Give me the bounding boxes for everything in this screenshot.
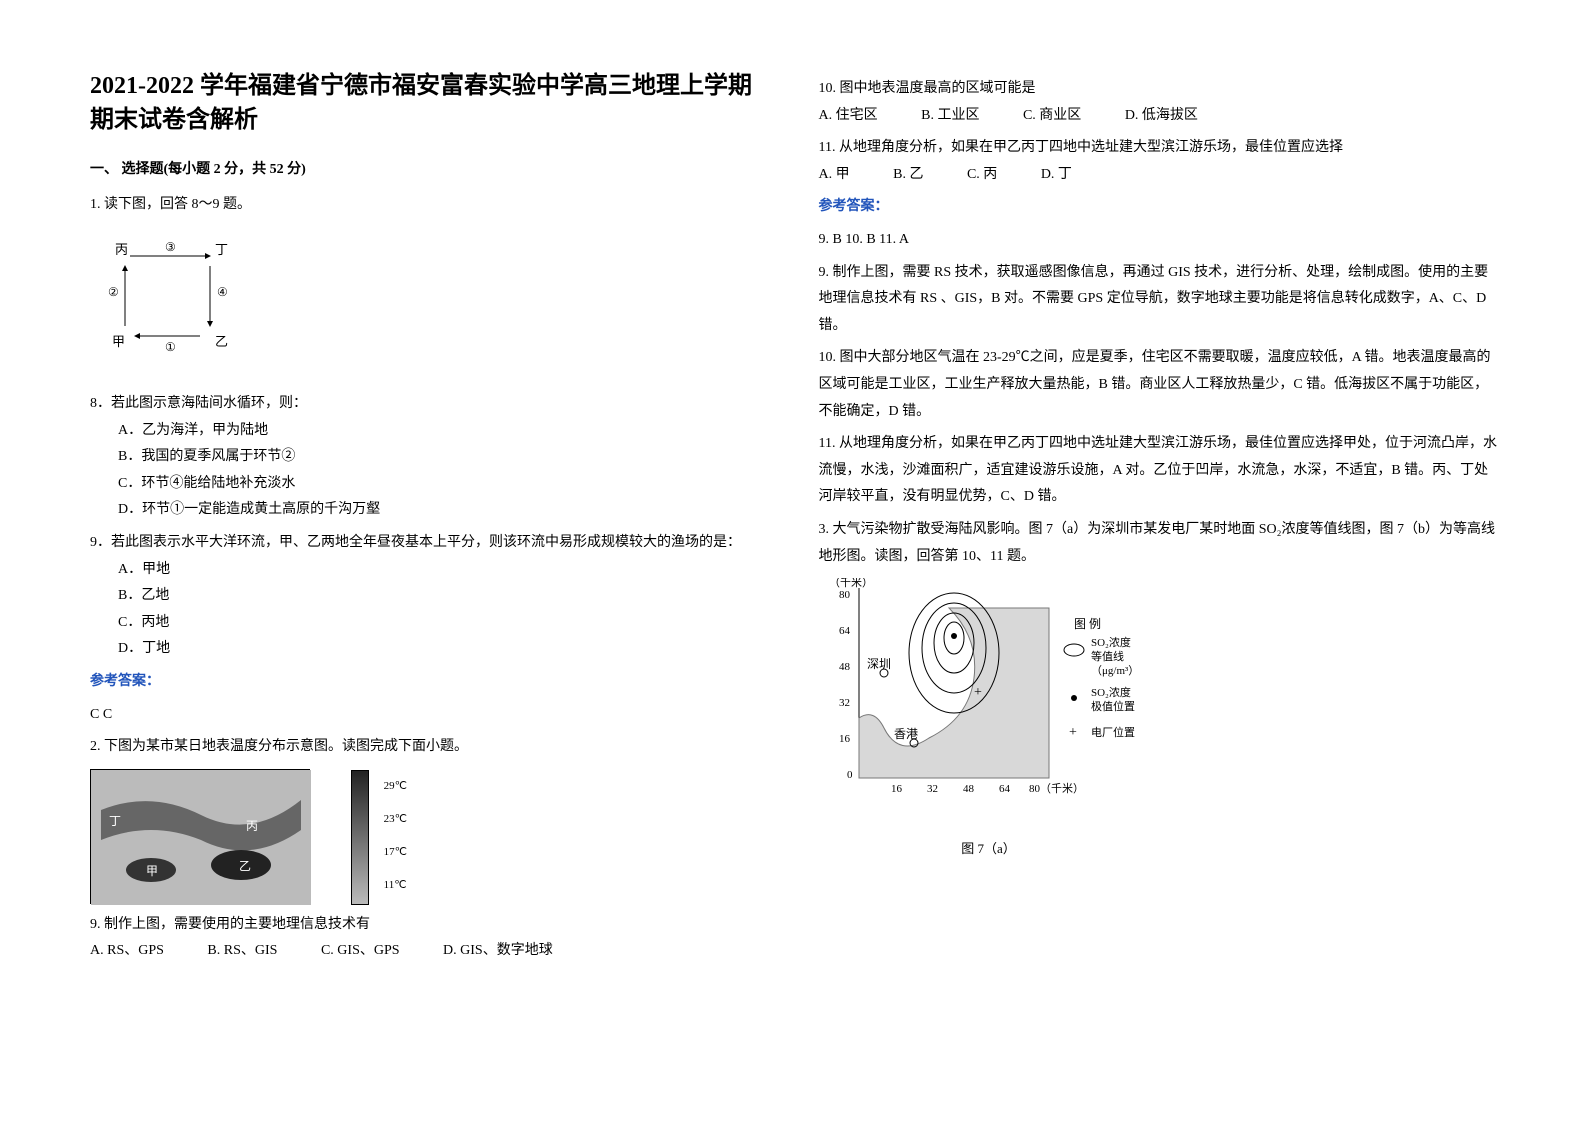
label-jia: 甲 — [112, 334, 125, 349]
q2-10-a: A. 住宅区 — [819, 103, 878, 130]
svg-text:80: 80 — [839, 589, 851, 601]
arrow-3: ③ — [165, 240, 176, 254]
q2-10-stem: 10. 图中地表温度最高的区域可能是 — [819, 76, 1498, 103]
exam-title: 2021-2022 学年福建省宁德市福安富春实验中学高三地理上学期期末试卷含解析 — [90, 70, 769, 137]
svg-text:等值线: 等值线 — [1091, 649, 1124, 663]
q2-11-b: B. 乙 — [893, 162, 923, 189]
svg-text:SO₂浓度: SO₂浓度 — [1091, 685, 1131, 699]
q2-9-d: D. GIS、数字地球 — [443, 938, 553, 965]
q1-intro: 1. 读下图，回答 8～9 题。 — [90, 192, 769, 219]
temp-legend-labels: 29℃ 23℃ 17℃ 11℃ — [384, 770, 407, 902]
svg-text:16: 16 — [839, 733, 851, 745]
svg-text:32: 32 — [927, 783, 938, 795]
q8-opt-d: D．环节①一定能造成黄土高原的千沟万壑 — [90, 497, 769, 524]
explain-9: 9. 制作上图，需要 RS 技术，获取遥感图像信息，再通过 GIS 技术，进行分… — [819, 260, 1498, 340]
label-yi: 乙 — [215, 334, 228, 349]
svg-text:丙: 丙 — [246, 819, 258, 833]
q2-10-options: A. 住宅区 B. 工业区 C. 商业区 D. 低海拔区 — [819, 103, 1498, 130]
q9-opt-b: B．乙地 — [90, 583, 769, 610]
q2-intro: 2. 下图为某市某日地表温度分布示意图。读图完成下面小题。 — [90, 734, 769, 761]
q2-9-c: C. GIS、GPS — [321, 938, 400, 965]
svg-text:（千米）: （千米） — [829, 578, 873, 589]
svg-text:丁: 丁 — [109, 814, 121, 828]
explain-11: 11. 从地理角度分析，如果在甲乙丙丁四地中选址建大型滨江游乐场，最佳位置应选择… — [819, 431, 1498, 511]
svg-text:64: 64 — [999, 783, 1011, 795]
svg-text:+: + — [1069, 725, 1077, 740]
so2-caption: 图 7（a） — [819, 837, 1159, 862]
svg-text:香港: 香港 — [894, 727, 918, 741]
q9-opt-d: D．丁地 — [90, 636, 769, 663]
answer-label-2: 参考答案： — [819, 194, 1498, 221]
right-column: 10. 图中地表温度最高的区域可能是 A. 住宅区 B. 工业区 C. 商业区 … — [819, 70, 1498, 1052]
svg-text:48: 48 — [839, 661, 851, 673]
q2-9-options: A. RS、GPS B. RS、GIS C. GIS、GPS D. GIS、数字… — [90, 938, 769, 965]
q1-answers: C C — [90, 702, 769, 729]
q2-11-stem: 11. 从地理角度分析，如果在甲乙丙丁四地中选址建大型滨江游乐场，最佳位置应选择 — [819, 135, 1498, 162]
legend-11: 11℃ — [384, 869, 407, 902]
q2-11-c: C. 丙 — [967, 162, 997, 189]
arrow-4: ④ — [217, 285, 228, 299]
section-heading: 一、 选择题(每小题 2 分，共 52 分) — [90, 157, 769, 184]
svg-text:SO₂浓度: SO₂浓度 — [1091, 635, 1131, 649]
q2-10-d: D. 低海拔区 — [1125, 103, 1198, 130]
svg-text:图 例: 图 例 — [1074, 617, 1101, 631]
q2-11-options: A. 甲 B. 乙 C. 丙 D. 丁 — [819, 162, 1498, 189]
left-column: 2021-2022 学年福建省宁德市福安富春实验中学高三地理上学期期末试卷含解析… — [90, 70, 769, 1052]
legend-29: 29℃ — [384, 770, 407, 803]
q2-9-b: B. RS、GIS — [207, 938, 277, 965]
q2-11-d: D. 丁 — [1041, 162, 1072, 189]
explain-10: 10. 图中大部分地区气温在 23-29℃之间，应是夏季，住宅区不需要取暖，温度… — [819, 345, 1498, 425]
svg-text:0: 0 — [847, 769, 853, 781]
q3-intro: 3. 大气污染物扩散受海陆风影响。图 7（a）为深圳市某发电厂某时地面 SO₂浓… — [819, 517, 1498, 570]
q9-opt-c: C．丙地 — [90, 610, 769, 637]
svg-text:甲: 甲 — [146, 864, 158, 878]
q9-stem: 9．若此图表示水平大洋环流，甲、乙两地全年昼夜基本上平分，则该环流中易形成规模较… — [90, 530, 769, 557]
svg-text:深圳: 深圳 — [867, 657, 891, 671]
q2-11-a: A. 甲 — [819, 162, 850, 189]
arrow-2: ② — [108, 285, 119, 299]
q8-stem: 8．若此图示意海陆间水循环，则： — [90, 391, 769, 418]
svg-text:64: 64 — [839, 625, 851, 637]
temperature-map-diagram: 丁 丙 甲 乙 29℃ 23℃ 17℃ 11℃ — [90, 769, 310, 904]
q2-9-stem: 9. 制作上图，需要使用的主要地理信息技术有 — [90, 912, 769, 939]
svg-text:80（千米）: 80（千米） — [1029, 782, 1084, 795]
q2-answers: 9. B 10. B 11. A — [819, 227, 1498, 254]
svg-text:电厂位置: 电厂位置 — [1091, 725, 1135, 739]
arrow-1: ① — [165, 340, 176, 354]
q2-9-a: A. RS、GPS — [90, 938, 164, 965]
svg-text:48: 48 — [963, 783, 975, 795]
legend-23: 23℃ — [384, 803, 407, 836]
svg-text:极值位置: 极值位置 — [1091, 699, 1135, 713]
label-bing: 丙 — [115, 242, 128, 257]
q2-10-b: B. 工业区 — [921, 103, 979, 130]
q9-opt-a: A．甲地 — [90, 557, 769, 584]
answer-label-1: 参考答案： — [90, 669, 769, 696]
water-cycle-diagram: 丙 丁 甲 乙 ③ ④ ① ② — [100, 226, 240, 366]
label-ding: 丁 — [215, 242, 228, 257]
q2-10-c: C. 商业区 — [1023, 103, 1081, 130]
temp-legend-bar — [351, 770, 369, 905]
svg-text:（μg/m³）: （μg/m³） — [1091, 664, 1139, 677]
legend-17: 17℃ — [384, 836, 407, 869]
svg-text:+: + — [974, 685, 982, 700]
svg-text:乙: 乙 — [239, 859, 251, 873]
q8-opt-b: B．我国的夏季风属于环节② — [90, 444, 769, 471]
svg-text:16: 16 — [891, 783, 903, 795]
q8-opt-c: C．环节④能给陆地补充淡水 — [90, 471, 769, 498]
so2-contour-diagram: （千米） 80 64 48 32 16 0 16 32 48 64 80（千米）… — [819, 578, 1159, 818]
q8-opt-a: A．乙为海洋，甲为陆地 — [90, 418, 769, 445]
svg-text:32: 32 — [839, 697, 850, 709]
